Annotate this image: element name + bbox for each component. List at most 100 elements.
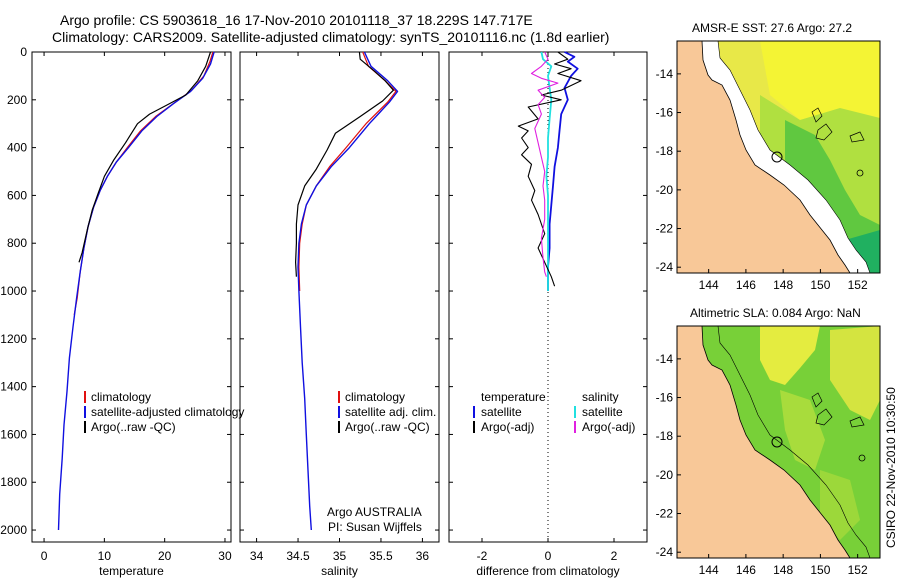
legend-swatch-argo <box>338 421 340 433</box>
legend-swatch-temp-satellite <box>473 406 475 418</box>
legend-label-temp-satellite: satellite <box>481 405 522 419</box>
argo-program-annotation: Argo AUSTRALIA <box>327 505 422 519</box>
map-y-tick-label: -24 <box>656 260 674 274</box>
legend-label-climatology: climatology <box>91 390 151 404</box>
pi-annotation: PI: Susan Wijffels <box>328 520 422 534</box>
y-tick-label: 800 <box>7 236 27 250</box>
sla-reef-marker <box>858 454 866 462</box>
map-y-tick-label: -24 <box>656 545 674 559</box>
legend-label-satellite: satellite adj. clim. <box>345 405 436 419</box>
sst-land <box>677 41 850 273</box>
sla-map-axes: 144 146 148 150 152 -14 -16 -18 -20 -22 -24 <box>656 352 868 577</box>
map-y-tick-label: -14 <box>656 67 674 81</box>
sst-cool-patch <box>785 120 880 273</box>
sla-reef-outline-2 <box>815 408 833 426</box>
legend-label-sal-satellite: satellite <box>582 405 623 419</box>
series-line-salinity-argo <box>530 51 559 277</box>
legend-swatch-sal-satellite <box>574 406 576 418</box>
sst-warm-patch <box>760 41 880 120</box>
legend-label-climatology: climatology <box>345 390 405 404</box>
sst-reef-outline-2 <box>815 123 833 141</box>
temperature-profile-chart: 0 10 20 30 temperature 0 200 400 600 800 1000 1200 1… <box>0 45 232 578</box>
legend-title-salinity: salinity <box>582 390 619 404</box>
y-tick-label: 1200 <box>0 332 27 346</box>
series-line-climatology <box>73 51 214 316</box>
sla-high-patch-north <box>760 326 820 385</box>
x-tick-label: 36 <box>416 549 430 563</box>
map-y-tick-label: -16 <box>656 391 674 405</box>
map-x-tick-label: 148 <box>773 278 793 292</box>
map-y-tick-label: -18 <box>656 144 674 158</box>
sst-no-data-strip <box>702 41 870 273</box>
sla-map <box>677 326 880 558</box>
series-line-argo <box>78 51 212 263</box>
map-x-tick-label: 148 <box>773 563 793 577</box>
map-x-tick-label: 152 <box>848 563 868 577</box>
legend-label-satellite: satellite-adjusted climatology <box>91 405 244 419</box>
sst-map-frame <box>676 40 881 274</box>
series-line-salinity-satellite <box>540 51 553 291</box>
sla-reef-outline-1 <box>811 392 823 408</box>
map-y-tick-label: -20 <box>656 183 674 197</box>
difference-legend: temperature satellite Argo(-adj) salinit… <box>473 390 635 434</box>
map-y-tick-label: -20 <box>656 468 674 482</box>
y-tick-label: 600 <box>7 188 27 202</box>
map-x-tick-label: 146 <box>736 563 756 577</box>
series-line-argo <box>295 51 394 277</box>
y-tick-label: 2000 <box>0 523 27 537</box>
figure-title-line2: Climatology: CARS2009. Satellite-adjuste… <box>52 29 609 45</box>
sst-map-axes: 144 146 148 150 152 -14 -16 -18 -20 -22 -24 <box>656 67 868 292</box>
series-line-satellite <box>57 51 215 531</box>
x-tick-label: -2 <box>477 549 488 563</box>
legend-swatch-climatology <box>84 391 86 403</box>
y-tick-label: 1400 <box>0 380 27 394</box>
legend-label-sal-argo: Argo(-adj) <box>582 420 635 434</box>
figure-title-line1: Argo profile: CS 5903618_16 17-Nov-2010 … <box>60 12 533 28</box>
series-line-satellite <box>297 51 399 531</box>
sla-high-patch-east <box>830 326 880 420</box>
sst-coastline <box>701 41 851 273</box>
sla-shelf-contour <box>717 326 871 558</box>
y-tick-label: 1600 <box>0 427 27 441</box>
map-x-tick-label: 144 <box>699 278 719 292</box>
salinity-axes-frame <box>239 51 440 543</box>
temperature-axes-frame <box>31 51 232 543</box>
sst-map <box>677 41 880 273</box>
x-tick-label: 0 <box>41 549 48 563</box>
sla-land <box>677 326 850 558</box>
footer-timestamp: CSIRO 22-Nov-2010 10:30:50 <box>884 387 898 548</box>
map-y-tick-label: -22 <box>656 222 674 236</box>
x-tick-label: 35.5 <box>369 549 393 563</box>
legend-swatch-sal-argo <box>574 421 576 433</box>
temperature-legend: climatology satellite-adjusted climatolo… <box>84 390 244 434</box>
x-tick-label: 0 <box>545 549 552 563</box>
x-axis-label: difference from climatology <box>476 564 619 578</box>
x-tick-label: 34.5 <box>286 549 310 563</box>
sla-argo-position-marker <box>771 436 783 448</box>
map-y-tick-label: -22 <box>656 507 674 521</box>
y-tick-label: 200 <box>7 93 27 107</box>
salinity-legend: climatology satellite adj. clim. Argo(..… <box>338 390 436 434</box>
x-tick-label: 35 <box>333 549 347 563</box>
map-x-tick-label: 150 <box>810 278 830 292</box>
series-line-temperature-argo <box>517 51 582 287</box>
y-tick-label: 1000 <box>0 284 27 298</box>
legend-swatch-argo <box>84 421 86 433</box>
sla-map-frame <box>676 325 881 559</box>
sst-reef-outline-3 <box>849 131 865 143</box>
map-y-tick-label: -16 <box>656 106 674 120</box>
legend-swatch-satellite <box>338 406 340 418</box>
sla-map-title: Altimetric SLA: 0.084 Argo: NaN <box>690 306 861 320</box>
y-tick-label: 0 <box>20 45 27 59</box>
map-y-tick-label: -18 <box>656 429 674 443</box>
x-tick-label: 2 <box>611 549 618 563</box>
sla-coastline <box>701 326 851 558</box>
map-x-tick-label: 150 <box>810 563 830 577</box>
y-tick-label: 1800 <box>0 475 27 489</box>
salinity-profile-chart: 34 34.5 35 35.5 36 salinity <box>240 51 439 578</box>
legend-swatch-satellite <box>84 406 86 418</box>
sst-reef-marker <box>856 169 864 177</box>
legend-label-argo: Argo(..raw -QC) <box>91 420 176 434</box>
